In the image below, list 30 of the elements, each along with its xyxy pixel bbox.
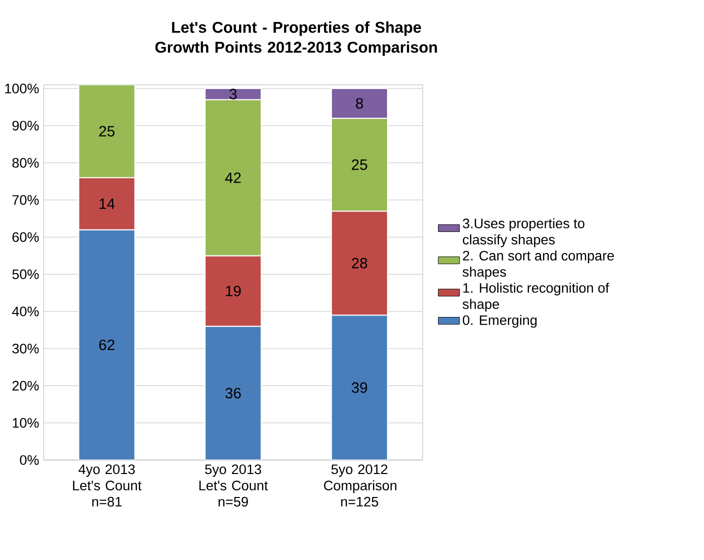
x-tick-label: 5yo 2013 Let's Count n=59 [199,464,268,507]
data-label: 28 [352,258,368,269]
y-tick-label: 50% [12,270,39,280]
data-label: 42 [225,172,241,184]
legend-label: 3.Uses properties to classify shapes [462,218,584,248]
data-label: 14 [100,198,115,209]
y-tick-label: 30% [12,344,39,354]
y-tick-label: 70% [12,195,39,205]
y-tick-label: 20% [12,381,39,391]
data-label: 39 [352,382,368,393]
y-tick-label: 10% [12,418,39,428]
data-label: 8 [356,98,363,109]
y-tick-label: 60% [12,232,39,242]
legend-label: 1. Holistic recognition of shape [462,282,610,312]
data-label: 25 [99,126,114,137]
y-tick-label: 0% [20,455,39,466]
y-tick-label: 40% [12,306,39,316]
y-tick-label: 80% [12,158,39,168]
data-label: 62 [99,340,114,350]
x-tick-label: 5yo 2012 Comparison n=125 [324,464,396,507]
legend-label: 0. Emerging [462,315,537,328]
chart-title: Let's Count - Properties of Shape Growth Points 2012-2013 Comparison [155,22,437,56]
data-label: 3 [230,88,237,100]
data-label: 36 [225,388,241,399]
y-tick-label: 100% [5,84,39,94]
y-tick-label: 90% [12,120,39,131]
legend-label: 2. Can sort and compare shapes [462,250,614,280]
data-label: 25 [352,159,368,170]
x-tick-label: 4yo 2013 Let's Count n=81 [73,464,142,507]
data-label: 19 [226,286,241,296]
